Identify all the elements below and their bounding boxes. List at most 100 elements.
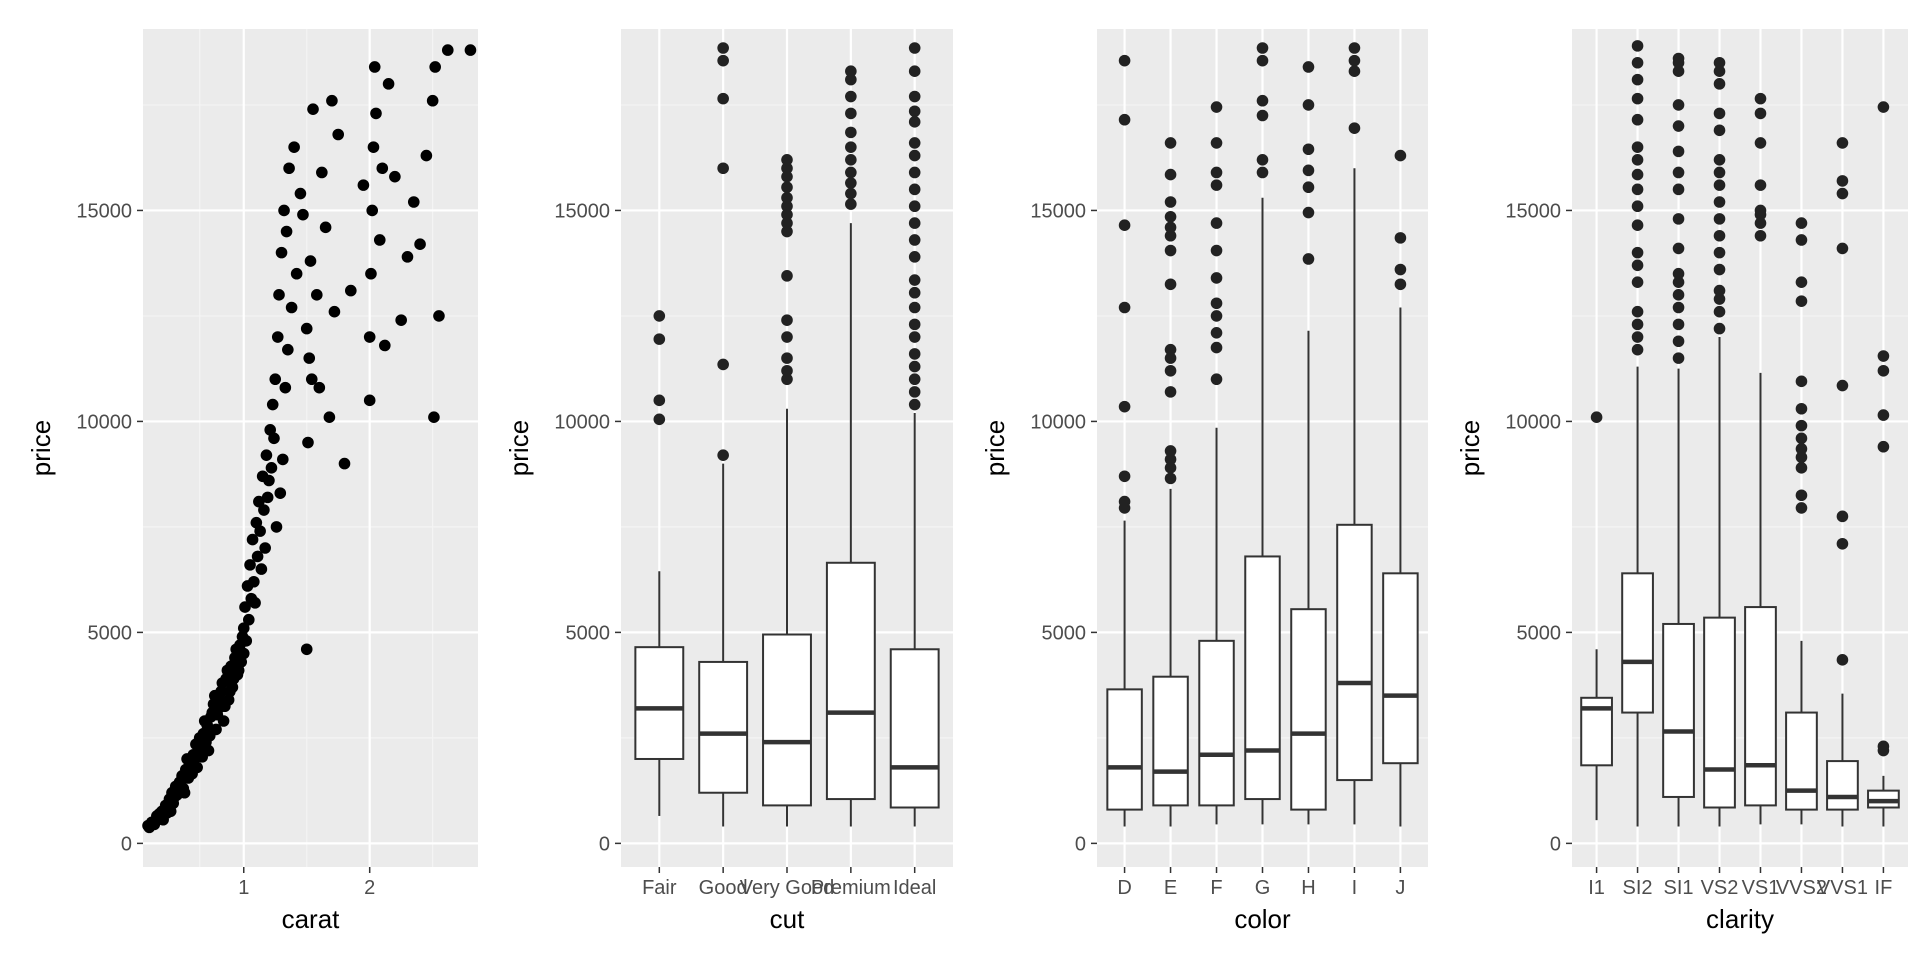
data-point bbox=[263, 474, 275, 487]
box-outlier bbox=[1210, 297, 1223, 310]
data-point bbox=[328, 305, 341, 318]
data-point bbox=[230, 643, 242, 656]
data-point bbox=[261, 491, 274, 504]
data-point bbox=[433, 310, 445, 322]
box-outlier bbox=[1164, 364, 1177, 377]
box-outlier bbox=[1795, 502, 1808, 514]
box-outlier bbox=[1302, 253, 1315, 265]
y-tick-label: 0 bbox=[599, 833, 610, 855]
data-point bbox=[259, 542, 271, 554]
box-outlier bbox=[1394, 263, 1407, 276]
box-outlier bbox=[1118, 400, 1131, 413]
box-iqr bbox=[1152, 675, 1189, 807]
box-outlier bbox=[1754, 204, 1767, 217]
data-point bbox=[249, 597, 261, 609]
box-outlier bbox=[1672, 183, 1685, 196]
x-axis-title: color bbox=[1234, 904, 1291, 934]
box-outlier bbox=[1210, 166, 1223, 179]
box-outlier bbox=[1164, 445, 1177, 457]
x-tick-label: Good bbox=[699, 877, 748, 899]
box-outlier bbox=[908, 274, 921, 286]
box-outlier bbox=[1164, 472, 1177, 485]
box-outlier bbox=[908, 166, 921, 179]
data-point bbox=[282, 343, 294, 356]
data-point bbox=[274, 487, 287, 499]
box-outlier bbox=[653, 394, 666, 407]
box-outlier bbox=[1631, 246, 1644, 259]
box-outlier bbox=[781, 314, 793, 326]
y-tick-label: 0 bbox=[1075, 833, 1086, 855]
data-point bbox=[395, 314, 407, 326]
box-outlier bbox=[1672, 213, 1685, 225]
box-outlier bbox=[1672, 276, 1685, 288]
y-axis-title: price bbox=[980, 420, 1010, 476]
data-point bbox=[365, 267, 377, 280]
box-iqr bbox=[698, 660, 749, 794]
x-tick-label: VS2 bbox=[1701, 877, 1739, 899]
box-outlier bbox=[1348, 65, 1361, 77]
box-outlier bbox=[1631, 276, 1644, 288]
data-point bbox=[376, 162, 389, 175]
x-axis-title: cut bbox=[770, 904, 805, 934]
data-point bbox=[251, 550, 264, 563]
box-iqr bbox=[762, 633, 812, 807]
data-point bbox=[269, 373, 282, 386]
box-outlier bbox=[1164, 343, 1177, 356]
data-point bbox=[300, 322, 313, 335]
box-outlier bbox=[908, 200, 921, 213]
box-outlier bbox=[1164, 462, 1177, 474]
box-outlier bbox=[1210, 310, 1223, 322]
box-outlier bbox=[1210, 341, 1223, 354]
x-tick-label: J bbox=[1395, 877, 1405, 899]
box-outlier bbox=[1795, 234, 1808, 246]
data-point bbox=[338, 457, 351, 470]
x-tick-label: VS1 bbox=[1742, 877, 1780, 899]
y-tick-label: 15000 bbox=[76, 200, 132, 222]
x-tick-label: I bbox=[1352, 877, 1358, 899]
data-point bbox=[161, 807, 173, 819]
data-point bbox=[464, 44, 477, 56]
data-point bbox=[268, 432, 280, 445]
box-outlier bbox=[908, 398, 921, 411]
box-outlier bbox=[845, 90, 857, 103]
box-outlier bbox=[1302, 164, 1315, 177]
box-outlier bbox=[845, 198, 857, 210]
x-tick-label: Very Good bbox=[740, 877, 835, 899]
box-outlier bbox=[908, 149, 921, 162]
x-tick-label: 2 bbox=[364, 877, 375, 899]
box-outlier bbox=[908, 348, 921, 360]
box-outlier bbox=[1164, 196, 1177, 208]
box-outlier bbox=[781, 200, 793, 213]
box-outlier bbox=[717, 92, 729, 105]
data-point bbox=[279, 381, 292, 394]
box-outlier bbox=[1672, 318, 1685, 331]
box-outlier bbox=[1302, 99, 1315, 111]
box-iqr bbox=[889, 648, 940, 809]
data-point bbox=[260, 449, 273, 461]
y-tick-label: 15000 bbox=[554, 200, 610, 222]
data-point bbox=[297, 208, 309, 221]
box-outlier bbox=[908, 90, 921, 103]
box-outlier bbox=[781, 162, 793, 175]
box-outlier bbox=[717, 162, 729, 175]
data-point bbox=[265, 462, 278, 474]
data-point bbox=[368, 61, 381, 73]
box-outlier bbox=[1302, 206, 1315, 219]
x-tick-label: SI1 bbox=[1664, 877, 1694, 899]
data-point bbox=[236, 630, 249, 643]
box-outlier bbox=[653, 310, 666, 322]
box-iqr bbox=[634, 646, 685, 760]
y-tick-label: 10000 bbox=[1505, 411, 1561, 433]
box-outlier bbox=[1713, 305, 1726, 318]
box-iqr bbox=[1382, 572, 1419, 765]
panel-background bbox=[143, 29, 478, 867]
data-point bbox=[345, 284, 357, 297]
box-outlier bbox=[1836, 537, 1849, 550]
data-point bbox=[178, 786, 191, 799]
box-outlier bbox=[781, 217, 793, 229]
data-point bbox=[382, 78, 395, 90]
data-point bbox=[420, 149, 433, 162]
data-point bbox=[363, 331, 376, 343]
data-point bbox=[195, 740, 207, 753]
data-point bbox=[254, 525, 266, 537]
